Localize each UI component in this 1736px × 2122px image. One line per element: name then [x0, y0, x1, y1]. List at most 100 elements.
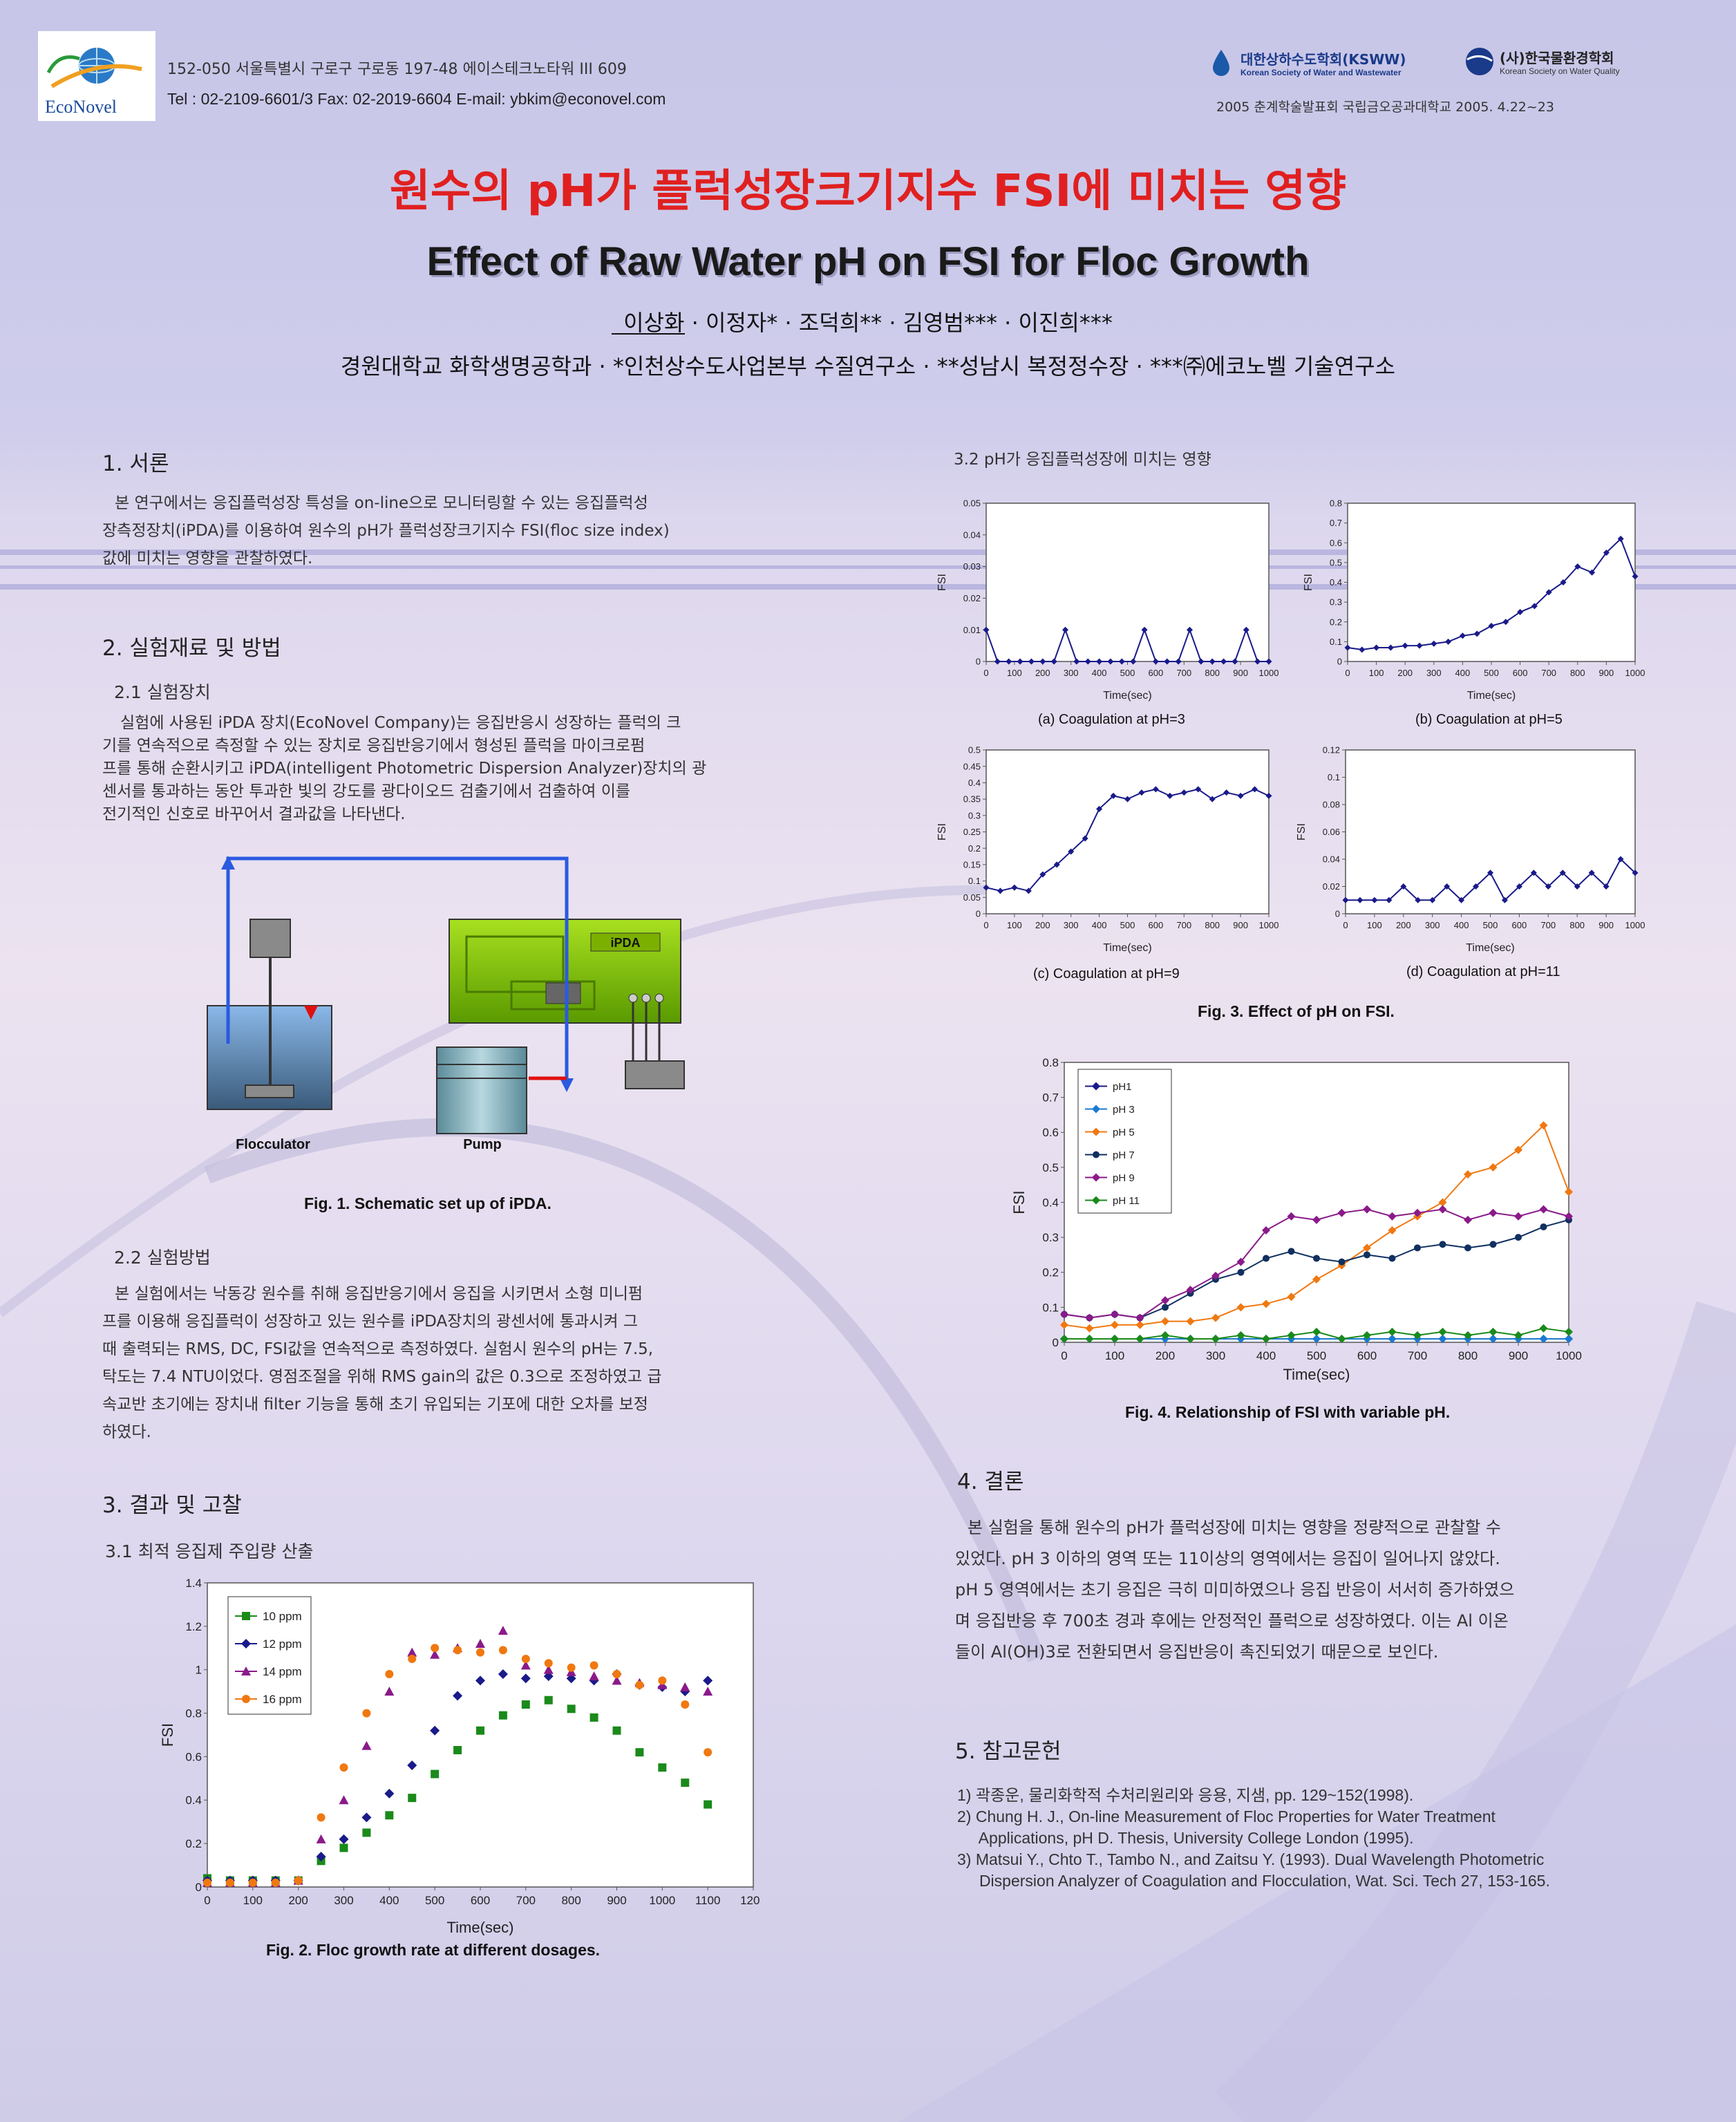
y-tick-label: 0.6: [185, 1750, 202, 1763]
data-point: [1603, 883, 1610, 890]
x-tick-label: 900: [1233, 668, 1248, 678]
data-point: [1186, 626, 1193, 633]
fig3d-chart: 0 0.02 0.04 0.06 0.08 0.1 0.12 0 100 200 300 400 500…: [1296, 745, 1645, 954]
data-point: [408, 1794, 417, 1803]
contact: Tel : 02-2109-6601/3 Fax: 02-2019-6604 E…: [167, 90, 666, 108]
section4-heading: 4. 결론: [957, 1470, 1024, 1494]
data-point: [431, 1644, 440, 1653]
y-tick-label: 0.5: [968, 745, 981, 755]
y-tick-label: 0.2: [1330, 617, 1342, 627]
reference-item: 3) Matsui Y., Chto T., Tambo N., and Zai…: [957, 1850, 1545, 1868]
x-tick-label: 1000: [1259, 920, 1279, 930]
data-point: [1388, 1334, 1397, 1343]
data-point: [1603, 550, 1610, 556]
data-point: [1539, 1334, 1548, 1343]
data-point: [430, 1649, 440, 1659]
section3-sub1: 3.1 최적 응집제 주입량 산출: [105, 1541, 314, 1561]
x-tick-label: 700: [1541, 668, 1556, 678]
y-tick-label: 0.3: [968, 810, 981, 820]
data-point: [1502, 619, 1509, 626]
data-point: [1373, 644, 1380, 651]
data-point: [1092, 1196, 1100, 1205]
x-tick-label: 100: [1369, 668, 1384, 678]
data-point: [1429, 896, 1436, 903]
data-point: [566, 1673, 576, 1684]
data-point: [1489, 1208, 1498, 1217]
data-point: [1531, 603, 1538, 610]
x-axis-label: Time(sec): [1466, 942, 1515, 954]
data-point: [1198, 658, 1205, 665]
data-point: [225, 1878, 234, 1887]
data-point: [1438, 1205, 1447, 1214]
data-point: [1232, 658, 1238, 665]
data-point: [1388, 1327, 1397, 1336]
y-tick-label: 0.08: [1323, 800, 1340, 810]
data-point: [1130, 658, 1137, 665]
y-tick-label: 0: [1335, 909, 1340, 919]
data-point: [242, 1695, 250, 1703]
data-point: [1265, 658, 1272, 665]
y-tick-label: 0.7: [1330, 518, 1342, 528]
data-point: [1344, 644, 1351, 651]
data-point: [1387, 644, 1394, 651]
x-tick-label: 200: [1397, 668, 1413, 678]
x-tick-label: 500: [425, 1894, 444, 1907]
section4-body: 본 실험을 통해 원수의 pH가 플럭성장에 미치는 영향을 정량적으로 관찰할…: [955, 1512, 1514, 1668]
address: 152-050 서울특별시 구로구 구로동 197-48 에이스테크노타워 II…: [167, 61, 627, 78]
fig4-caption: Fig. 4. Relationship of FSI with variabl…: [1125, 1403, 1451, 1421]
section2-sub1-body: 실험에 사용된 iPDA 장치(EcoNovel Company)는 응집반응시…: [102, 712, 706, 826]
data-point: [248, 1878, 257, 1887]
data-point: [1138, 789, 1145, 796]
text-line: 프를 통해 순환시키고 iPDA(intelligent Photometric…: [102, 760, 707, 778]
data-point: [339, 1763, 348, 1772]
data-point: [1464, 1244, 1471, 1252]
y-axis-label: FSI: [936, 823, 948, 841]
reference-item: 2) Chung H. J., On-line Measurement of F…: [957, 1808, 1496, 1825]
legend-label: pH1: [1113, 1081, 1132, 1093]
x-tick-label: 700: [1176, 920, 1191, 930]
data-point: [1489, 1334, 1498, 1343]
authors: 이상화 · 이정자* · 조덕희** · 김영범*** · 이진희***: [623, 310, 1113, 336]
legend-box: [1077, 1069, 1172, 1214]
data-point: [1092, 1082, 1100, 1091]
data-point: [1152, 786, 1159, 793]
y-tick-label: 0.1: [1328, 772, 1340, 782]
data-point: [271, 1878, 280, 1887]
data-point: [1363, 1331, 1371, 1340]
x-tick-label: 200: [1035, 920, 1050, 930]
text-line: 프를 이용해 응집플럭이 성장하고 있는 원수를 iPDA장치의 광센서에 통과…: [102, 1313, 639, 1331]
data-point: [1574, 883, 1581, 890]
data-point: [1539, 1205, 1548, 1214]
text-line: 본 실험을 통해 원수의 pH가 플럭성장에 미치는 영향을 정량적으로 관찰할…: [968, 1518, 1501, 1537]
data-point: [1068, 848, 1075, 855]
data-point: [1617, 856, 1624, 863]
y-tick-label: 0.04: [963, 529, 981, 540]
y-tick-label: 0.1: [1330, 637, 1342, 647]
x-tick-label: 400: [1455, 668, 1471, 678]
data-point: [1092, 1127, 1100, 1136]
legend-label: pH 7: [1113, 1149, 1135, 1161]
y-tick-label: 0.3: [1042, 1231, 1059, 1244]
x-tick-label: 600: [1512, 920, 1527, 930]
ksww-logo: [1206, 47, 1236, 80]
x-tick-label: 900: [1509, 1349, 1528, 1362]
earth-icon: [1466, 48, 1493, 75]
data-point: [1338, 1258, 1346, 1266]
y-tick-label: 0.5: [1330, 557, 1342, 567]
y-tick-label: 0.01: [963, 625, 981, 635]
data-point: [1211, 1271, 1220, 1280]
data-point: [1545, 883, 1551, 890]
x-tick-label: 300: [1206, 1349, 1225, 1362]
data-point: [1107, 658, 1114, 665]
data-point: [1180, 789, 1187, 796]
data-point: [635, 1748, 644, 1757]
legend-label: pH 11: [1113, 1195, 1140, 1207]
data-point: [1060, 1320, 1068, 1329]
text-line: 들이 Al(OH)3로 전환되면서 응집반응이 촉진되었기 때문으로 보인다.: [955, 1642, 1439, 1662]
text-line: 때 출력되는 RMS, DC, FSI값을 연속적으로 측정하였다. 실험시 원…: [102, 1340, 654, 1358]
x-tick-label: 500: [1483, 920, 1498, 930]
x-tick-label: 500: [1484, 668, 1499, 678]
data-point: [1617, 536, 1624, 543]
x-tick-label: 700: [516, 1894, 536, 1907]
fig3b-caption: (b) Coagulation at pH=5: [1415, 712, 1563, 727]
